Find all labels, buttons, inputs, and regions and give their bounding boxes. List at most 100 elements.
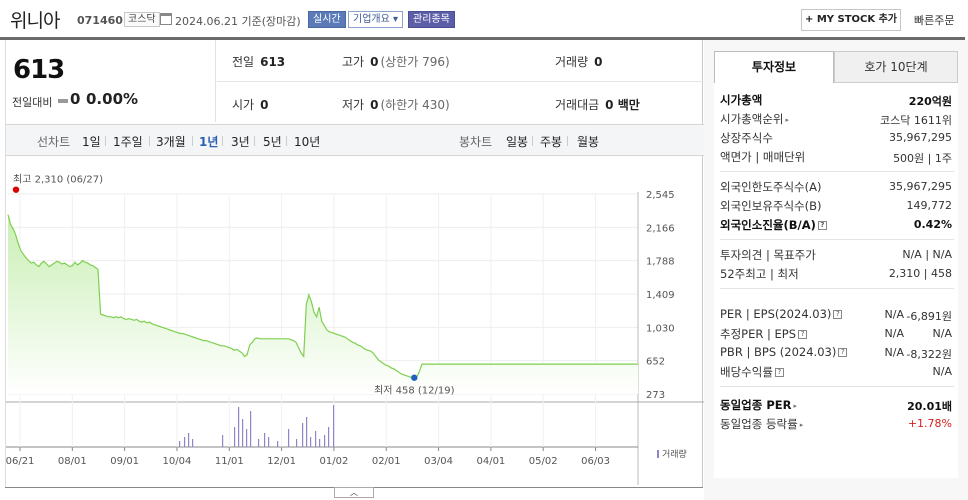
est-per-label: 추정PER | EPS?	[720, 326, 808, 342]
foreign-ratio-label: 외국인소진율(B/A)?	[720, 217, 827, 233]
current-price: 613	[13, 55, 65, 85]
volume-bar	[319, 439, 321, 447]
par-value-label: 액면가 | 매매단위	[720, 150, 806, 164]
candle-chart-label: 봉차트	[459, 135, 493, 149]
candle-weekly[interactable]: 주봉	[540, 135, 563, 149]
add-my-stock-button[interactable]: + MY STOCK 추가	[801, 9, 901, 31]
invest-info-panel: 투자정보 호가 10단계 시가총액 220억원 시가총액순위 ▸ 코스닥 1611…	[704, 40, 968, 500]
candle-daily[interactable]: 일봉	[506, 135, 529, 149]
volume-bar	[184, 437, 186, 447]
tab-invest-info[interactable]: 투자정보	[714, 51, 834, 83]
dividend-label: 배당수익률?	[720, 364, 784, 380]
volume-bar	[258, 439, 260, 447]
period-1d[interactable]: 1일	[82, 135, 101, 149]
price-area	[8, 214, 638, 394]
calendar-icon	[160, 13, 172, 25]
volume-bar	[222, 435, 224, 447]
y-tick-label: 1,030	[646, 323, 675, 334]
invest-info-box: 시가총액 220억원 시가총액순위 ▸ 코스닥 1611위 상장주식수 35,96…	[714, 83, 958, 478]
foreign-hold-label: 외국인보유주식수(B)	[720, 199, 822, 213]
foreign-limit-label: 외국인한도주식수(A)	[720, 180, 822, 194]
x-tick-label: 01/02	[320, 456, 349, 467]
price-panel: 613 전일대비 0 0.00% 전일 613 고가 0 (상한가 796) 거래량 0…	[5, 40, 704, 488]
volume-bar	[296, 439, 298, 447]
x-tick-label: 06/21	[6, 456, 34, 467]
collapse-chart-button[interactable]: ︿	[334, 487, 374, 498]
volume-bar	[306, 417, 308, 447]
summary-divider	[217, 81, 704, 82]
y-tick-label: 652	[646, 357, 665, 368]
help-icon[interactable]: ?	[774, 368, 784, 377]
market-cap-value: 220억원	[908, 95, 952, 108]
per-eps-label: PER | EPS(2024.03)?	[720, 307, 843, 321]
low-annotation: 최저 458 (12/19)	[374, 385, 455, 397]
volume-bar	[328, 427, 330, 447]
header-divider	[0, 37, 965, 40]
period-1y[interactable]: 1년	[199, 135, 219, 149]
52w-label: 52주최고 | 최저	[720, 267, 799, 281]
volume-bar	[324, 435, 326, 447]
volume-bar	[242, 419, 244, 447]
high-marker	[12, 186, 20, 193]
est-eps-value: N/A	[932, 327, 952, 340]
help-icon[interactable]: ?	[817, 221, 827, 230]
volume-bar	[234, 427, 236, 447]
per-value: N/A	[884, 308, 904, 321]
listed-shares-label: 상장주식수	[720, 131, 773, 145]
x-tick-label: 06/03	[581, 456, 610, 467]
market-cap-rank-label[interactable]: 시가총액순위 ▸	[720, 112, 789, 126]
volume-bar	[179, 441, 181, 447]
listed-shares-value: 35,967,295	[889, 131, 952, 144]
quick-order-button[interactable]: 빠른주문	[914, 14, 955, 27]
period-3y[interactable]: 3년	[231, 135, 250, 149]
volume-bar	[277, 441, 279, 447]
volume-bar	[302, 423, 304, 447]
help-icon[interactable]: ?	[798, 330, 808, 339]
foreign-limit-value: 35,967,295	[889, 180, 952, 193]
x-tick-label: 10/04	[163, 456, 192, 467]
corp-info-dropdown[interactable]: 기업개요 ▾	[348, 11, 403, 28]
x-tick-label: 09/01	[110, 456, 139, 467]
foreign-hold-value: 149,772	[906, 199, 953, 212]
help-icon[interactable]: ?	[838, 348, 848, 357]
price-chart-svg: 2,545 2,166 1,788 1,409 1,030 652 273 06/21 08/…	[6, 174, 704, 485]
help-icon[interactable]: ?	[833, 310, 843, 319]
52w-value: 2,310 | 458	[888, 267, 952, 280]
period-5y[interactable]: 5년	[263, 135, 282, 149]
sector-change-value: +1.78%	[907, 417, 952, 430]
market-cap-rank-value: 코스닥 1611위	[880, 114, 952, 127]
volume-legend: 거래량	[662, 448, 687, 460]
low-price: 저가 0 (하한가 430)	[342, 98, 450, 112]
current-price-box: 613 전일대비 0 0.00%	[6, 40, 216, 122]
dividend-value: N/A	[932, 365, 952, 378]
realtime-button[interactable]: 실시간	[308, 11, 346, 28]
price-chart[interactable]: 2,545 2,166 1,788 1,409 1,030 652 273 06/21 08/…	[6, 158, 704, 488]
period-selector: 선차트 1일 1주일 3개월 1년 3년 5년 10년 봉차트 일봉 주봉 월봉	[6, 124, 704, 156]
company-name: 위니아	[10, 10, 60, 32]
market-badge: 코스닥	[124, 12, 160, 27]
managed-stock-badge: 관리종목	[408, 11, 455, 28]
volume-bar	[333, 405, 335, 447]
open-price: 시가 0	[232, 98, 269, 112]
candle-monthly[interactable]: 월봉	[577, 135, 600, 149]
price-line	[7, 214, 638, 379]
period-10y[interactable]: 10년	[294, 135, 321, 149]
period-3m[interactable]: 3개월	[156, 135, 186, 149]
y-tick-label: 1,409	[646, 290, 675, 301]
period-1w[interactable]: 1주일	[113, 135, 143, 149]
sector-per-label[interactable]: 동일업종 PER ▸	[720, 398, 797, 412]
volume: 거래량 0	[555, 55, 603, 69]
prev-close: 전일 613	[232, 55, 286, 69]
x-tick-label: 11/01	[215, 456, 244, 467]
volume-bar	[268, 437, 270, 447]
volume-bar	[238, 407, 240, 447]
change-label: 전일대비	[12, 96, 53, 109]
sector-change-label[interactable]: 동일업종 등락률 ▸	[720, 417, 804, 431]
x-tick-label: 03/04	[424, 456, 453, 467]
low-marker	[411, 374, 418, 381]
trade-amount: 거래대금 0 백만	[555, 98, 640, 112]
volume-bar	[315, 431, 317, 447]
high-price: 고가 0 (상한가 796)	[342, 55, 450, 69]
tab-hoga-10[interactable]: 호가 10단계	[834, 51, 958, 83]
market-cap-label: 시가총액	[720, 93, 763, 107]
